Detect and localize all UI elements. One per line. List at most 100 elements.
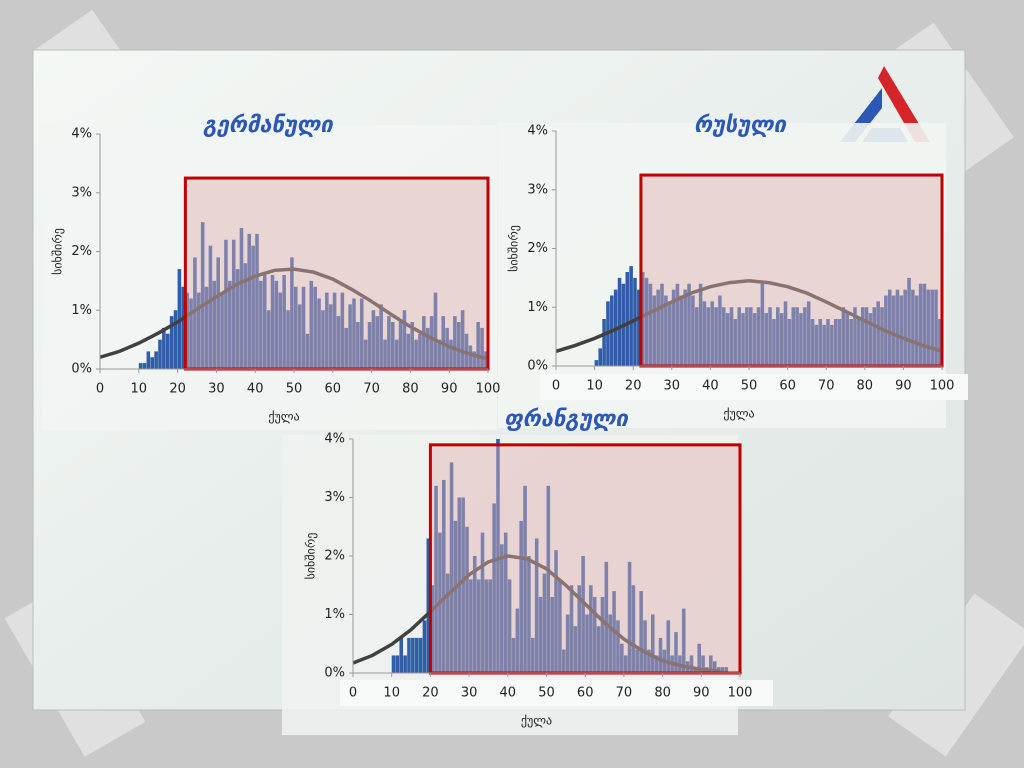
bar [515, 608, 520, 673]
bar [150, 357, 155, 369]
bar [426, 538, 431, 673]
bar [266, 310, 271, 369]
bar [340, 292, 345, 369]
bar [356, 322, 360, 369]
bar [631, 585, 636, 673]
bar [718, 295, 722, 366]
bar [430, 585, 434, 673]
bar [173, 310, 178, 369]
bar [418, 333, 422, 369]
chart: 0% 1% 2% 3% 4% 0 10 20 30 40 50 60 70 80 90 100 ქულა სიხშ… [507, 113, 955, 421]
bar [235, 269, 240, 369]
y-tick-label: 4% [324, 432, 345, 447]
bar [764, 313, 768, 366]
x-tick-label: 50 [286, 382, 303, 397]
x-tick-label: 70 [818, 379, 835, 394]
bar [868, 313, 873, 366]
bar [352, 298, 356, 369]
bar [395, 655, 400, 673]
bar [407, 637, 411, 673]
bar [701, 655, 705, 673]
bar [887, 289, 892, 366]
bar [523, 485, 527, 673]
x-tick-label: 10 [586, 379, 603, 394]
bar [643, 620, 647, 673]
bar [783, 301, 788, 366]
bar [644, 277, 649, 366]
bar [895, 289, 900, 366]
bar [243, 263, 248, 369]
bar [625, 272, 630, 366]
bar [675, 283, 680, 366]
bar [853, 307, 857, 366]
bar [681, 608, 686, 673]
bar [496, 439, 500, 673]
y-tick-label: 1% [527, 300, 548, 315]
x-tick-label: 30 [208, 382, 225, 397]
bar [488, 579, 493, 673]
bar [313, 286, 317, 369]
bar [554, 550, 558, 673]
x-tick-label: 90 [693, 686, 710, 701]
bar [934, 289, 938, 366]
bar [617, 277, 622, 366]
bar [410, 322, 414, 369]
bar [383, 339, 387, 369]
bar [142, 363, 147, 369]
bar [328, 304, 333, 369]
x-tick-label: 20 [169, 382, 186, 397]
bar [629, 266, 633, 366]
bar [403, 655, 407, 673]
bar [193, 257, 197, 369]
x-tick-label: 80 [402, 382, 419, 397]
bar [647, 649, 651, 673]
bar [724, 667, 729, 673]
bar [604, 561, 609, 673]
bar [359, 298, 364, 369]
bar [635, 649, 640, 673]
bar [301, 286, 306, 369]
bar [814, 324, 819, 366]
bar [259, 280, 263, 369]
bar [197, 292, 201, 369]
bar [779, 313, 784, 366]
chart-title: გერმანული [203, 113, 334, 138]
bar [348, 304, 352, 369]
bar [667, 301, 672, 366]
bar [876, 301, 880, 366]
bar [666, 620, 671, 673]
bar [654, 655, 659, 673]
bar [706, 307, 711, 366]
fitted-curve [555, 279, 943, 353]
axis-band [340, 680, 773, 706]
highlight-box [639, 173, 944, 368]
bar [741, 313, 745, 366]
y-tick-label: 1% [71, 303, 92, 318]
x-tick-label: 40 [500, 686, 517, 701]
bar [286, 310, 290, 369]
bar [752, 313, 757, 366]
bar [297, 304, 302, 369]
bar [391, 655, 396, 673]
bar [620, 643, 624, 673]
bar [394, 339, 399, 369]
bar [602, 319, 606, 366]
bar [720, 667, 725, 673]
x-tick-label: 90 [441, 382, 458, 397]
x-tick-label: 100 [930, 379, 955, 394]
bar [573, 626, 578, 673]
bar [679, 295, 684, 366]
bar [476, 579, 481, 673]
bar [294, 286, 298, 369]
bar [228, 280, 232, 369]
bar [216, 257, 220, 369]
bar [640, 272, 645, 366]
y-axis-label: სიხშირე [507, 225, 521, 272]
y-axis-label: სიხშირე [304, 533, 318, 580]
bar [507, 579, 512, 673]
x-tick-label: 0 [96, 382, 104, 397]
bar [146, 351, 151, 369]
x-tick-label: 80 [654, 686, 671, 701]
bar [453, 520, 458, 673]
bar [689, 655, 694, 673]
